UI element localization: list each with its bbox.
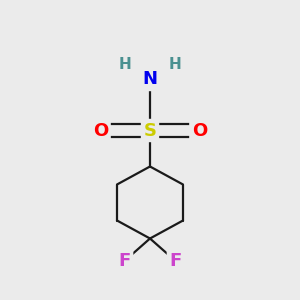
Text: F: F <box>118 252 130 270</box>
Text: O: O <box>93 122 108 140</box>
Text: H: H <box>118 57 131 72</box>
Text: H: H <box>169 57 182 72</box>
Text: O: O <box>192 122 207 140</box>
Text: S: S <box>143 122 157 140</box>
Text: F: F <box>169 252 181 270</box>
Text: N: N <box>142 70 158 88</box>
